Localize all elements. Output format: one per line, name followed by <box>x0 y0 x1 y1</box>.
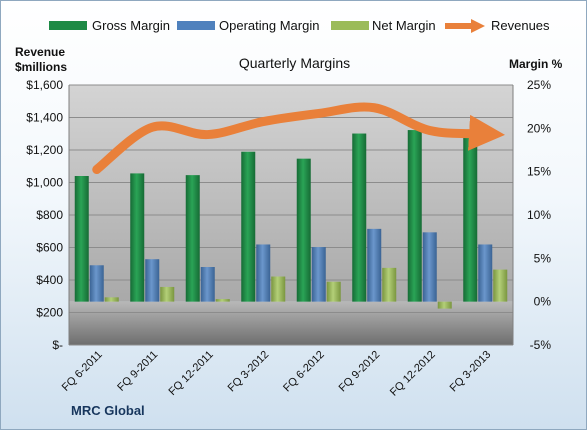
bar-gross-margin-7 <box>407 130 422 302</box>
right-tick-label: 0% <box>534 295 552 309</box>
bar-gross-margin-4 <box>241 151 256 302</box>
category-label: FQ 12-2012 <box>388 349 438 399</box>
left-axis-title: Revenue $millions <box>15 45 67 75</box>
bar-gross-margin-6 <box>352 133 367 302</box>
bar-operating-margin-7 <box>422 232 437 302</box>
bar-net-margin-8 <box>493 269 508 302</box>
category-label: FQ 6-2011 <box>60 349 105 394</box>
bar-net-margin-4 <box>271 276 286 302</box>
legend-swatch-operating <box>177 21 215 30</box>
left-tick-label: $1,600 <box>26 78 63 92</box>
bar-marks <box>74 130 508 309</box>
category-label: FQ 9-2012 <box>337 349 383 395</box>
legend-label-operating: Operating Margin <box>219 18 320 33</box>
category-label: FQ 6-2012 <box>281 349 327 395</box>
plot-floor <box>69 301 513 345</box>
bar-operating-margin-8 <box>478 244 493 302</box>
bar-operating-margin-4 <box>256 244 271 302</box>
left-tick-label: $600 <box>36 241 63 255</box>
bar-gross-margin-2 <box>130 173 145 302</box>
left-axis-title-line2: $millions <box>15 60 68 74</box>
bar-net-margin-7 <box>437 301 452 309</box>
right-tick-label: -5% <box>530 338 552 352</box>
right-tick-label: 25% <box>527 78 551 92</box>
right-axis-title: Margin % <box>509 57 563 71</box>
legend-swatch-net <box>331 21 369 30</box>
left-axis-title-line1: Revenue <box>15 45 66 59</box>
bar-operating-margin-5 <box>311 247 326 302</box>
chart-title: Quarterly Margins <box>238 55 351 71</box>
bar-gross-margin-5 <box>296 158 311 302</box>
legend-label-revenues: Revenues <box>491 18 550 33</box>
bar-operating-margin-2 <box>145 259 160 302</box>
revenue-line <box>92 102 506 174</box>
left-tick-label: $1,200 <box>26 143 63 157</box>
bar-operating-margin-3 <box>200 267 215 302</box>
bar-net-margin-1 <box>104 297 119 302</box>
left-tick-label: $1,000 <box>26 176 63 190</box>
legend-label-net: Net Margin <box>372 18 436 33</box>
right-tick-label: 10% <box>527 208 551 222</box>
bar-net-margin-6 <box>382 267 397 302</box>
source-label: MRC Global <box>71 403 145 418</box>
left-tick-label: $800 <box>36 208 63 222</box>
right-tick-label: 15% <box>527 165 551 179</box>
legend-swatch-gross <box>49 21 87 30</box>
left-tick-label: $- <box>52 338 63 352</box>
bar-gross-margin-3 <box>185 175 200 302</box>
legend-label-gross: Gross Margin <box>92 18 171 33</box>
legend-arrow-revenues <box>445 19 485 33</box>
left-tick-label: $400 <box>36 273 63 287</box>
bar-net-margin-3 <box>215 299 230 302</box>
category-label: FQ 3-2012 <box>226 349 272 395</box>
category-label: FQ 12-2011 <box>166 349 215 398</box>
bar-gross-margin-1 <box>74 176 89 302</box>
left-tick-label: $1,400 <box>26 111 63 125</box>
bar-net-margin-2 <box>160 286 175 302</box>
bar-operating-margin-6 <box>367 228 382 302</box>
right-tick-label: 5% <box>534 251 552 265</box>
bar-operating-margin-1 <box>89 265 104 302</box>
left-tick-label: $200 <box>36 306 63 320</box>
right-tick-label: 20% <box>527 121 551 135</box>
bar-gross-margin-8 <box>463 135 478 302</box>
category-label: FQ 9-2011 <box>115 349 160 394</box>
category-label: FQ 3-2013 <box>448 349 494 395</box>
bar-net-margin-5 <box>326 281 341 302</box>
